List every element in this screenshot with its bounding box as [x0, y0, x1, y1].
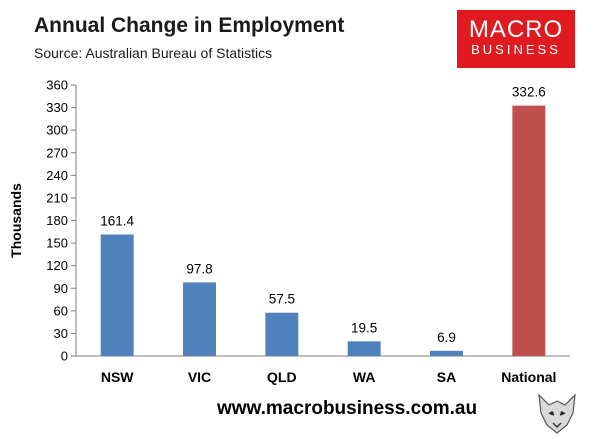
y-tick-label: 270 [46, 145, 68, 160]
bar [100, 234, 134, 356]
y-tick-label: 90 [54, 281, 68, 296]
data-label: 57.5 [269, 292, 295, 307]
footer-url[interactable]: www.macrobusiness.com.au [217, 398, 478, 419]
y-tick-label: 180 [46, 213, 68, 228]
y-axis-label: Thousands [8, 183, 24, 258]
data-label: 161.4 [100, 214, 134, 229]
macrobusiness-logo: MACRO BUSINESS [457, 10, 575, 68]
x-tick-label: WA [353, 369, 376, 385]
data-label: 6.9 [437, 330, 456, 345]
logo-line-1: MACRO [468, 16, 564, 43]
bar [430, 350, 463, 356]
bar [265, 312, 299, 356]
data-label: 97.8 [186, 261, 212, 276]
x-tick-label: QLD [267, 369, 297, 385]
bar [183, 282, 216, 356]
y-tick-label: 0 [61, 349, 68, 364]
bar [347, 341, 381, 356]
data-label: 19.5 [351, 320, 377, 335]
y-tick-label: 360 [46, 78, 68, 93]
y-tick-label: 120 [46, 258, 68, 273]
y-tick-label: 210 [46, 190, 68, 205]
wolf-icon [533, 389, 581, 437]
logo-line-2: BUSINESS [471, 42, 561, 57]
y-tick-label: 30 [54, 326, 68, 341]
data-label: 332.6 [512, 85, 546, 100]
y-tick-label: 330 [46, 100, 68, 115]
x-tick-label: SA [437, 369, 456, 385]
y-tick-label: 60 [54, 303, 68, 318]
x-tick-label: NSW [101, 369, 134, 385]
y-tick-label: 300 [46, 123, 68, 138]
chart-subtitle: Source: Australian Bureau of Statistics [34, 45, 273, 61]
y-tick-label: 150 [46, 236, 68, 251]
y-tick-label: 240 [46, 168, 68, 183]
chart-title: Annual Change in Employment [34, 14, 345, 37]
bar [512, 105, 546, 356]
x-tick-label: VIC [188, 369, 211, 385]
x-tick-label: National [501, 369, 556, 385]
